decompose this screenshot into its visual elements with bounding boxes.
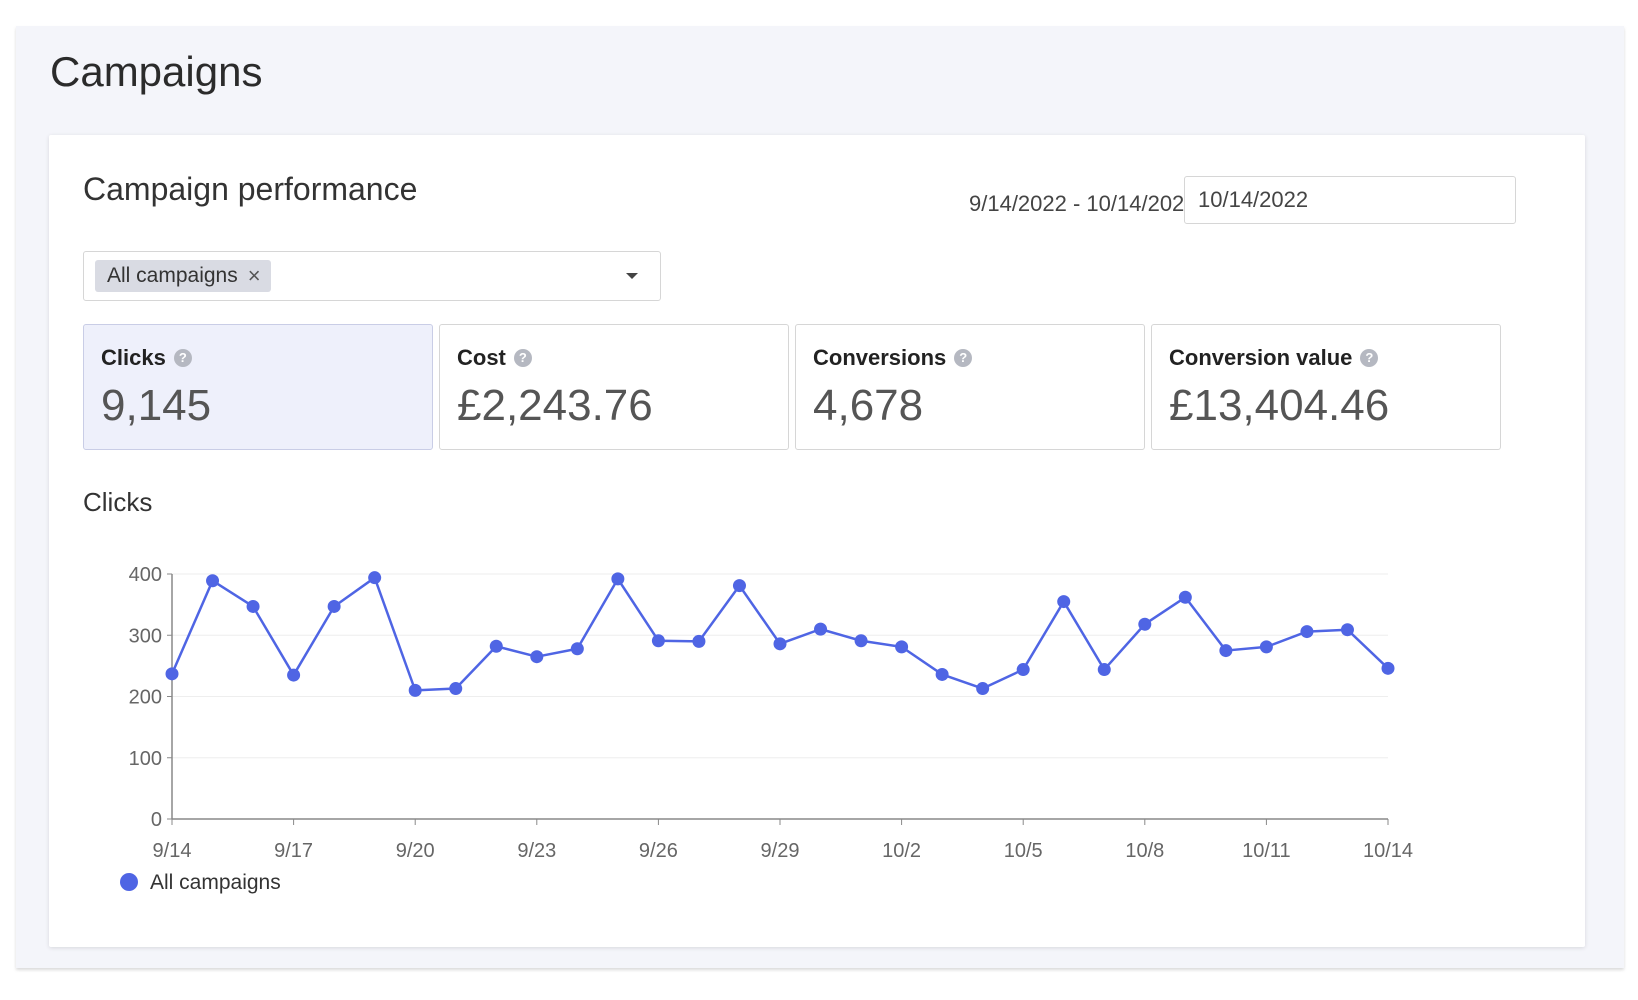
metric-label: Clicks	[101, 345, 166, 370]
x-tick-label: 9/20	[396, 840, 435, 862]
help-icon[interactable]: ?	[954, 349, 973, 367]
x-tick-label: 10/2	[882, 840, 921, 862]
data-point	[1340, 623, 1354, 637]
data-point	[732, 579, 746, 593]
data-point	[368, 571, 382, 585]
help-icon[interactable]: ?	[1360, 349, 1379, 367]
data-point	[287, 668, 301, 682]
data-point	[530, 650, 544, 664]
metric-label-row: Clicks ?	[101, 345, 192, 371]
campaign-performance-card: Campaign performance 9/14/2022 - 10/14/2…	[49, 135, 1585, 947]
y-tick-label: 400	[129, 564, 162, 586]
metric-card-cost[interactable]: Cost ? £2,243.76	[439, 324, 789, 450]
x-tick-label: 9/26	[639, 840, 678, 862]
date-range-label: 9/14/2022 - 10/14/2022	[969, 191, 1197, 216]
data-point	[1219, 644, 1233, 658]
chart-title: Clicks	[83, 487, 153, 517]
legend-marker	[120, 873, 138, 891]
metric-value: £13,404.46	[1169, 381, 1390, 430]
data-point	[692, 634, 706, 648]
data-point	[449, 682, 463, 696]
y-tick-label: 0	[151, 809, 162, 831]
x-tick-label: 9/14	[153, 840, 192, 862]
x-tick-label: 9/23	[517, 840, 556, 862]
data-point	[814, 622, 828, 636]
metric-value: 4,678	[813, 381, 924, 430]
data-point	[570, 642, 584, 656]
data-point	[327, 599, 341, 613]
help-icon[interactable]: ?	[173, 349, 192, 367]
x-tick-label: 9/29	[761, 840, 800, 862]
metric-card-conversions[interactable]: Conversions ? 4,678	[795, 324, 1145, 450]
data-point	[206, 574, 220, 588]
data-point	[1138, 617, 1152, 631]
metric-label-row: Cost ?	[457, 345, 532, 371]
clicks-line-chart: 0 100 200 300 400 9/14 9/17 9/20 9/23 9/26 9/29 10/…	[120, 564, 1413, 894]
data-point	[773, 637, 787, 651]
x-tick-label: 10/5	[1004, 840, 1043, 862]
campaign-chip-label: All campaigns	[107, 264, 238, 287]
data-point	[651, 634, 665, 648]
data-point	[611, 572, 625, 586]
card-title: Campaign performance	[83, 171, 418, 207]
metric-value: £2,243.76	[457, 381, 653, 430]
y-tick-label: 300	[129, 625, 162, 647]
metric-value: 9,145	[101, 381, 212, 430]
metric-label-row: Conversions ?	[813, 345, 973, 371]
campaign-chip: All campaigns ×	[95, 260, 271, 292]
data-point	[489, 639, 503, 653]
campaigns-page: Campaigns Campaign performance 9/14/2022…	[16, 26, 1624, 968]
series-line	[170, 576, 1389, 692]
data-point	[895, 640, 909, 654]
data-point	[408, 683, 422, 697]
y-tick-label: 100	[129, 748, 162, 770]
x-tick-label: 9/17	[274, 840, 313, 862]
data-point	[1178, 590, 1192, 604]
metric-label-row: Conversion value ?	[1169, 345, 1379, 371]
data-point	[935, 667, 949, 681]
data-point	[1016, 663, 1030, 677]
help-icon[interactable]: ?	[513, 349, 532, 367]
data-point	[246, 599, 260, 613]
metric-label: Conversion value	[1169, 345, 1353, 370]
data-point	[1057, 595, 1071, 609]
metric-card-clicks[interactable]: Clicks ? 9,145	[83, 324, 433, 450]
data-point	[1300, 625, 1314, 639]
campaign-select[interactable]: All campaigns ×	[83, 251, 661, 301]
metric-card-conversion-value[interactable]: Conversion value ? £13,404.46	[1151, 324, 1501, 450]
data-point	[976, 682, 990, 696]
data-point	[1381, 661, 1395, 675]
caret-down-icon[interactable]	[626, 273, 638, 279]
x-tick-label: 10/11	[1242, 840, 1291, 862]
data-point	[1259, 640, 1273, 654]
y-tick-label: 200	[129, 687, 162, 709]
data-point	[1097, 663, 1111, 677]
date-picker-input[interactable]	[1184, 176, 1516, 224]
close-icon[interactable]: ×	[247, 263, 261, 288]
legend-label: All campaigns	[150, 871, 281, 894]
metric-label: Cost	[457, 345, 506, 370]
x-tick-label: 10/14	[1363, 840, 1413, 862]
data-point	[165, 667, 179, 681]
page-title: Campaigns	[50, 48, 263, 95]
data-point	[854, 634, 868, 648]
x-tick-label: 10/8	[1125, 840, 1164, 862]
metric-label: Conversions	[813, 345, 947, 370]
